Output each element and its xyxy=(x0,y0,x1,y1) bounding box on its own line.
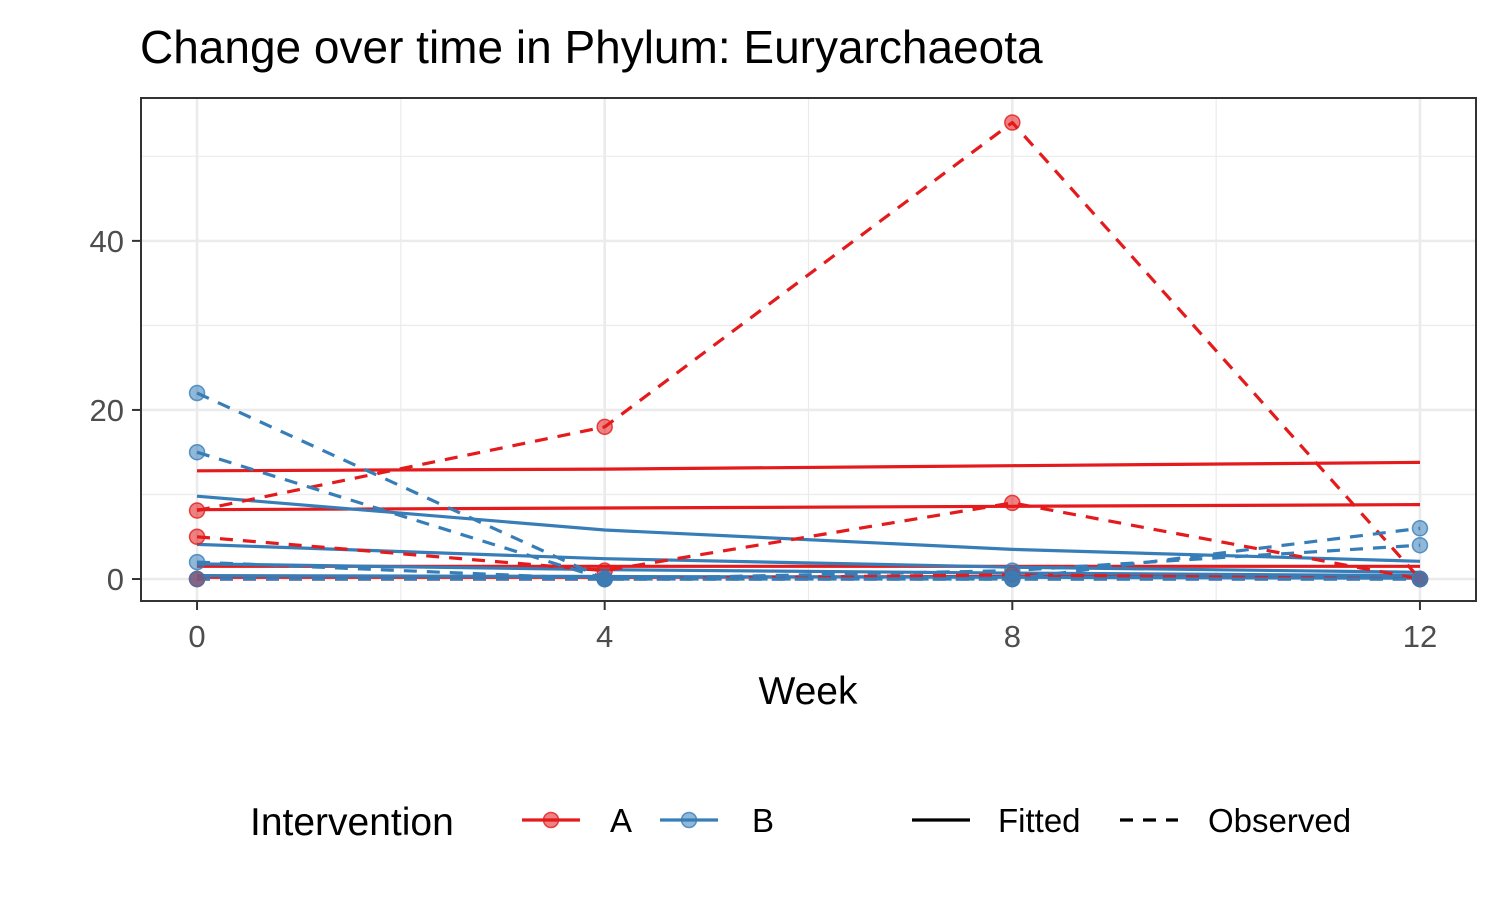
plot-panel-border xyxy=(140,97,1477,602)
observed-point-B xyxy=(188,443,206,461)
observed-point-B xyxy=(1004,570,1021,588)
fitted-line-A xyxy=(196,503,1421,512)
observed-point-A xyxy=(188,528,206,546)
y-tick-label: 40 xyxy=(90,224,124,259)
axes: 0 4 8 12 0 20 40 xyxy=(90,224,1438,654)
observed-point-B xyxy=(188,570,206,588)
y-tick-label: 20 xyxy=(90,393,124,428)
observed-point-A xyxy=(188,502,206,519)
legend-label-B: B xyxy=(752,802,774,839)
observed-point-A xyxy=(596,418,613,436)
legend-label-fitted: Fitted xyxy=(998,802,1081,839)
observed-lines xyxy=(196,120,1422,581)
x-tick-label: 0 xyxy=(188,619,205,654)
observed-line-B xyxy=(196,391,1421,581)
observed-point-B xyxy=(596,570,613,588)
legend-label-observed: Observed xyxy=(1208,802,1351,839)
observed-point-B xyxy=(188,553,206,571)
fitted-line-B xyxy=(196,542,1421,574)
observed-point-B xyxy=(1411,570,1429,588)
chart-title: Change over time in Phylum: Euryarchaeot… xyxy=(140,21,1043,73)
legend-label-A: A xyxy=(610,802,632,839)
observed-line-A xyxy=(196,120,1422,581)
observed-line-B xyxy=(196,450,1421,581)
observed-point-A xyxy=(1004,494,1021,512)
legend-key-point-B xyxy=(680,811,698,829)
grid-layer xyxy=(141,98,1476,601)
observed-point-B xyxy=(188,384,206,402)
observed-line-A xyxy=(197,573,1421,581)
legend: Intervention A B Fitted Observed xyxy=(250,801,1351,844)
x-tick-label: 8 xyxy=(1004,619,1021,654)
x-tick-label: 12 xyxy=(1403,619,1437,654)
observed-points xyxy=(188,114,1429,588)
y-tick-label: 0 xyxy=(107,562,124,597)
observed-point-A xyxy=(1004,114,1021,131)
fitted-line-B xyxy=(196,562,1421,578)
observed-point-B xyxy=(1411,520,1429,537)
legend-key-point-A xyxy=(542,811,560,829)
x-axis-title: Week xyxy=(759,670,858,713)
legend-title: Intervention xyxy=(250,801,454,844)
fitted-line-B xyxy=(196,494,1421,563)
observed-point-B xyxy=(1411,536,1429,554)
x-tick-label: 4 xyxy=(596,619,613,654)
